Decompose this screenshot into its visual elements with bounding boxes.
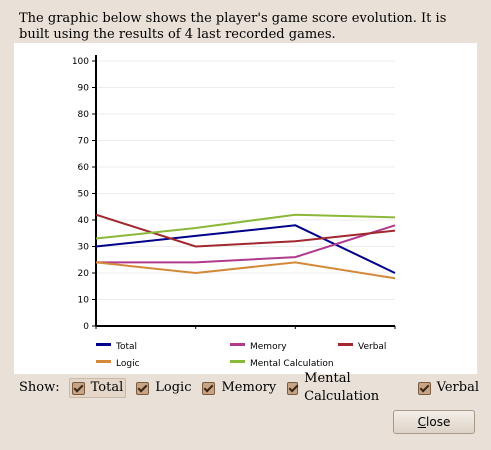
checkbox-verbal-box[interactable] [417,381,431,395]
checkbox-verbal[interactable]: Verbal [417,379,480,397]
y-tick-label: 40 [78,216,90,226]
checkbox-mental-calculation[interactable]: Mental Calculation [286,370,407,406]
checkbox-logic-box[interactable] [136,381,150,395]
legend-swatch-mental-calculation [230,360,245,363]
checkbox-total[interactable]: Total [68,378,127,398]
y-tick-label: 0 [83,322,89,332]
checkbox-memory-box[interactable] [202,381,216,395]
legend-label-logic: Logic [116,359,140,369]
legend-swatch-memory [230,343,245,346]
checkbox-mental-calculation-label: Mental Calculation [304,371,380,404]
series-line-total [95,224,396,274]
legend-label-mental-calculation: Mental Calculation [250,359,334,369]
legend-label-total: Total [115,342,137,352]
description-text: The graphic below shows the player's gam… [19,11,447,42]
legend-swatch-verbal [338,343,353,346]
checkbox-logic[interactable]: Logic [135,379,192,397]
y-tick-label: 80 [78,110,90,120]
legend-label-memory: Memory [250,342,287,352]
show-label: Show: [19,380,60,395]
legend-label-verbal: Verbal [358,342,386,352]
checkbox-mental-calculation-box[interactable] [287,381,299,395]
y-tick-label: 60 [78,163,90,173]
score-line-chart: 0 10 20 30 40 50 60 70 80 90 100 Total Memory Verbal L… [72,55,396,369]
y-tick-label: 20 [78,269,90,279]
y-tick-label: 70 [78,137,90,147]
checkbox-memory[interactable]: Memory [201,379,277,397]
checkbox-logic-label: Logic [155,380,192,395]
checkbox-total-label: Total [90,380,124,395]
y-tick-label: 90 [78,84,90,94]
y-tick-label: 100 [72,57,89,67]
checkbox-total-box[interactable] [71,381,85,395]
legend-swatch-logic [96,360,111,363]
close-button-mnemonic: C [417,415,427,429]
series-line-verbal [95,213,396,248]
y-tick-label: 10 [78,296,90,306]
series-line-memory [96,224,396,264]
y-tick-label: 30 [78,243,90,253]
y-tick-label: 50 [78,190,90,200]
score-chart: 0 10 20 30 40 50 60 70 80 90 100 Total Memory Verbal L… [14,43,477,374]
close-button-label: lose [426,415,451,429]
series-line-logic [95,261,396,280]
show-filter-row: Show: Total Logic Memory Mental Calculat… [19,371,489,404]
legend-swatch-total [96,343,111,346]
checkbox-verbal-label: Verbal [436,380,479,395]
series-line-mental-calculation [95,213,396,240]
checkbox-memory-label: Memory [221,380,277,395]
